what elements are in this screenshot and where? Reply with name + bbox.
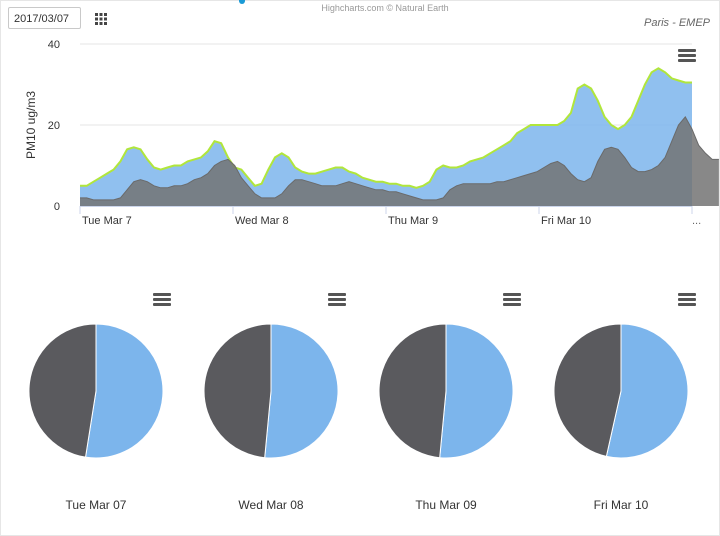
- x-tick-label: Wed Mar 8: [235, 215, 289, 227]
- y-tick-label: 0: [54, 201, 60, 213]
- calendar-grid-icon[interactable]: [93, 11, 109, 27]
- station-title: Paris - EMEP: [643, 17, 710, 29]
- pie-title: Wed Mar 08: [238, 498, 304, 512]
- map-marker-dot: [239, 0, 245, 4]
- pie-slice-dark[interactable]: [553, 323, 622, 457]
- pie-slice-dark[interactable]: [28, 323, 97, 458]
- area-series-dark: [80, 116, 719, 206]
- pie-menu-button-4[interactable]: [678, 293, 696, 307]
- area-chart: 0 20 40 PM10 ug/m3 Tue Mar 7 Wed Mar 8 Thu Mar…: [24, 39, 719, 227]
- pie-menu-button-1[interactable]: [153, 293, 171, 307]
- x-tick-label: Thu Mar 9: [388, 215, 438, 227]
- pie-slice-dark[interactable]: [203, 323, 272, 459]
- pie-slice-light[interactable]: [264, 323, 339, 459]
- pie-menu-button-2[interactable]: [328, 293, 346, 307]
- x-tick-label: Tue Mar 7: [82, 215, 132, 227]
- x-tick-label-overflow: ...: [692, 215, 701, 227]
- pie-slice-light[interactable]: [439, 323, 514, 459]
- y-tick-label: 20: [48, 120, 60, 132]
- series-line-dark: [80, 116, 719, 201]
- date-field[interactable]: 2017/03/07: [8, 7, 81, 29]
- credits-text[interactable]: Highcharts.com © Natural Earth: [321, 3, 449, 13]
- y-tick-label: 40: [48, 39, 60, 51]
- area-chart-menu-button[interactable]: [678, 49, 696, 63]
- x-tick-label: Fri Mar 10: [541, 215, 591, 227]
- y-axis-label: PM10 ug/m3: [24, 91, 38, 159]
- pie-title: Fri Mar 10: [593, 498, 649, 512]
- pie-slice-light[interactable]: [84, 323, 164, 459]
- series-line-total: [80, 67, 692, 189]
- pie-slice-dark[interactable]: [378, 323, 447, 459]
- pie-title: Thu Mar 09: [415, 498, 477, 512]
- pie-menu-button-3[interactable]: [503, 293, 521, 307]
- pie-title: Tue Mar 07: [65, 498, 127, 512]
- pie-slice-light[interactable]: [605, 323, 689, 459]
